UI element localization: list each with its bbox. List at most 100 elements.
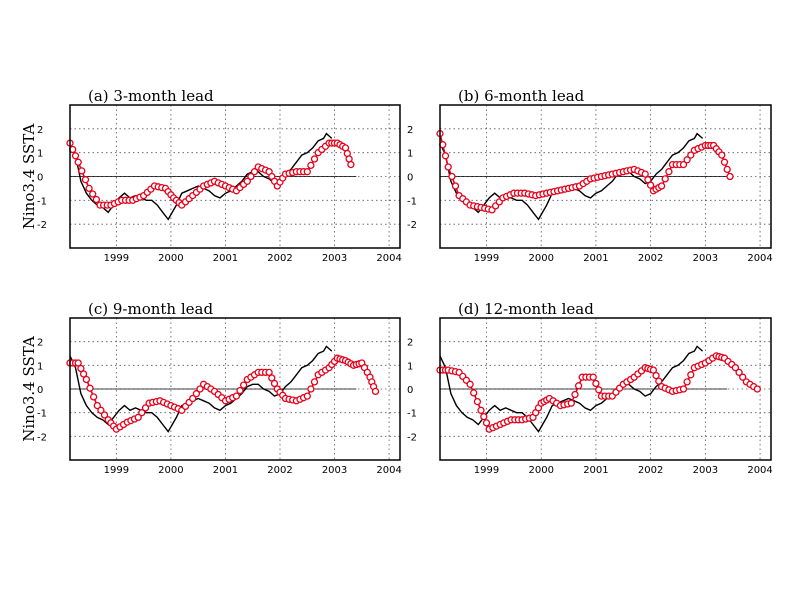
x-tick-label: 1999 [474, 253, 499, 264]
forecast-point [247, 172, 255, 181]
forecast-point [196, 385, 204, 393]
forecast-point [480, 412, 488, 421]
forecast-point [265, 368, 273, 377]
x-tick-label: 1999 [104, 465, 129, 476]
y-axis-label: Nino3.4 SSTA [20, 124, 38, 230]
y-tick-label: -1 [37, 409, 47, 420]
panel-3-month-lead: 1999 2000 2001 2002 2003 2004 -2 -1 0 1 2 (a) 3-mon… [20, 87, 402, 264]
x-tick-label: 2002 [267, 465, 292, 476]
forecast-point [307, 385, 315, 393]
forecast-point [71, 152, 80, 160]
forecast-point [74, 158, 82, 166]
x-tick-label: 2004 [376, 253, 401, 264]
forecast-point [720, 158, 729, 166]
x-tick-label: 2002 [267, 253, 292, 264]
forecast-point [270, 379, 279, 388]
x-tick-label: 1999 [474, 465, 499, 476]
forecast-point [86, 384, 94, 392]
y-tick-label: 1 [37, 149, 43, 160]
y-tick-label: 2 [407, 125, 413, 136]
forecast-point [444, 163, 452, 171]
forecast-point [723, 165, 731, 174]
forecast-point [687, 151, 695, 159]
forecast-point [97, 406, 105, 414]
forecast-point [134, 413, 142, 422]
y-tick-label: 2 [407, 338, 413, 349]
forecast-point [482, 419, 491, 427]
forecast-point [477, 406, 485, 414]
forecast-point [665, 168, 673, 176]
x-tick-label: 2004 [376, 465, 401, 476]
forecast-point [232, 392, 241, 400]
x-tick-label: 2000 [528, 253, 553, 264]
plot-frame [69, 317, 401, 461]
forecast-point [644, 176, 652, 184]
forecast-point [470, 389, 478, 397]
plot-frame [439, 317, 772, 461]
forecast-point [718, 151, 726, 159]
forecast-point [303, 168, 311, 176]
forecast-point [739, 373, 747, 381]
x-tick-label: 2003 [693, 253, 718, 264]
y-tick-label: -2 [407, 432, 417, 443]
panel-title: (a) 3-month lead [88, 87, 214, 105]
forecast-point [268, 374, 276, 382]
panel-12-month-lead: 1999 2000 2001 2002 2003 2004 -2 -1 0 1 2 (d) 12-mo… [407, 300, 773, 476]
forecast-point [79, 370, 88, 378]
x-tick-label: 2001 [583, 253, 608, 264]
x-tick-label: 1999 [104, 253, 129, 264]
forecast-point [441, 152, 450, 160]
forecast-point [78, 167, 86, 175]
forecast-point [655, 377, 663, 385]
forecast-point [82, 375, 91, 384]
y-tick-label: 2 [37, 125, 43, 136]
forecast-point [657, 182, 666, 190]
x-tick-label: 2000 [528, 465, 553, 476]
y-tick-label: 1 [37, 361, 43, 372]
forecast-point [93, 401, 101, 410]
x-tick-label: 2000 [158, 465, 183, 476]
y-axis-label: Nino3.4 SSTA [20, 336, 38, 442]
y-tick-label: 0 [407, 385, 413, 396]
x-tick-label: 2000 [158, 253, 183, 264]
x-tick-label: 2002 [638, 465, 663, 476]
panel-title: (d) 12-month lead [458, 300, 594, 318]
forecast-point [89, 190, 97, 198]
forecast-point [753, 385, 761, 393]
forecast-point [303, 392, 311, 400]
forecast-point [473, 397, 482, 406]
y-tick-label: 0 [37, 385, 43, 396]
y-tick-label: 1 [407, 149, 413, 160]
forecast-point [347, 160, 355, 169]
panel-title: (b) 6-month lead [458, 87, 585, 105]
forecast-point [243, 177, 251, 185]
forecast-point [250, 168, 259, 176]
x-tick-label: 2001 [583, 465, 608, 476]
forecast-point [687, 371, 695, 379]
x-tick-label: 2004 [747, 253, 772, 264]
forecast-point [683, 378, 691, 386]
forecast-point [735, 368, 743, 377]
x-tick-label: 2002 [638, 253, 663, 264]
y-tick-label: 2 [37, 338, 43, 349]
x-tick-label: 2003 [322, 465, 347, 476]
x-tick-label: 2001 [213, 465, 238, 476]
forecast-point [81, 176, 90, 184]
x-tick-label: 2001 [213, 253, 238, 264]
forecast-point [683, 156, 691, 164]
forecast-point [592, 379, 600, 388]
y-tick-label: 0 [37, 173, 43, 184]
forecast-point [448, 172, 456, 181]
forecast-point [641, 170, 649, 178]
forecast-point [652, 371, 660, 380]
forecast-point [679, 160, 688, 169]
forecast-point [567, 399, 575, 407]
forecast-point [726, 172, 734, 181]
forecast-point [310, 155, 319, 163]
plot-frame [69, 104, 401, 249]
y-tick-label: -1 [407, 196, 417, 207]
x-tick-label: 2004 [747, 465, 772, 476]
forecast-point [141, 404, 150, 412]
y-tick-label: -2 [37, 220, 47, 231]
